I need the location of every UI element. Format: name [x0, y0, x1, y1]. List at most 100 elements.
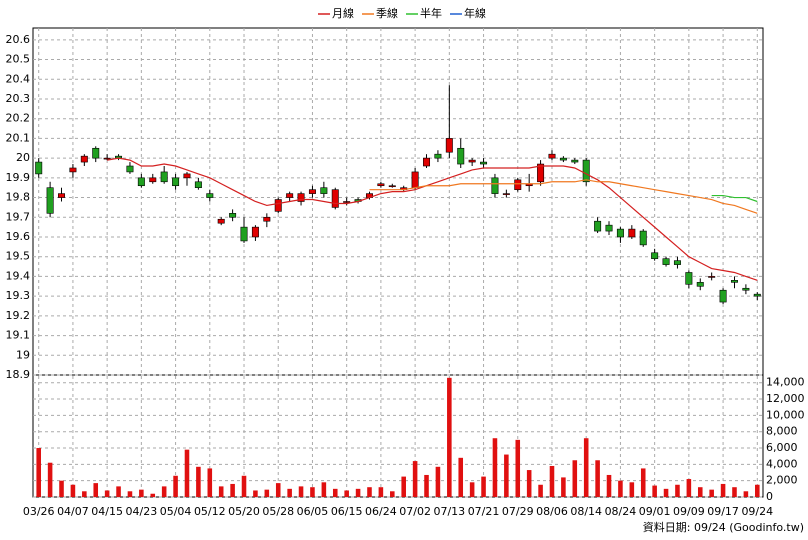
volume-bar [492, 438, 498, 497]
candle-body [571, 159, 579, 163]
volume-bar [583, 438, 589, 497]
candle-body [742, 287, 750, 291]
candle-body [491, 177, 499, 194]
ma-line [369, 179, 758, 214]
volume-bar [618, 480, 623, 497]
candle-body [628, 228, 636, 238]
volume-tick-label: 14,000 [766, 376, 805, 389]
x-tick-label: 08/06 [536, 505, 568, 518]
candle-body [719, 289, 727, 303]
volume-bar [561, 477, 566, 497]
volume-bar [572, 460, 578, 497]
volume-bar [652, 485, 657, 497]
volume-bar [697, 487, 703, 497]
volume-bar [640, 468, 646, 497]
y-tick-label: 19 [16, 348, 30, 361]
x-tick-label: 07/13 [433, 505, 465, 518]
candle-body [377, 183, 385, 187]
x-tick-label: 04/23 [126, 505, 158, 518]
candle-body [69, 167, 77, 173]
candle-body [514, 179, 522, 190]
volume-bar [526, 470, 532, 497]
candle-body [457, 147, 465, 165]
candle-body [594, 220, 602, 232]
volume-bar [127, 491, 133, 497]
candle-body [685, 272, 693, 285]
candle-body [137, 177, 145, 187]
candle-body [616, 228, 624, 238]
x-tick-label: 04/15 [91, 505, 123, 518]
candle-body [149, 177, 157, 183]
volume-bar [743, 491, 749, 497]
candle-body [251, 226, 259, 238]
x-tick-label: 07/02 [399, 505, 431, 518]
volume-bar [435, 466, 441, 497]
candle-body [263, 216, 271, 222]
volume-bar [218, 486, 224, 497]
volume-bar [275, 483, 281, 497]
volume-bar [686, 479, 692, 497]
volume-bar [401, 476, 406, 497]
candle-body [286, 193, 294, 198]
volume-bar [150, 493, 156, 497]
y-tick-label: 20.4 [6, 72, 31, 85]
volume-tick-label: 10,000 [766, 408, 805, 421]
volume-bar [59, 480, 64, 497]
candle-body [480, 161, 488, 165]
x-tick-label: 06/05 [297, 505, 329, 518]
volume-bar [184, 449, 190, 497]
candle-body [46, 187, 54, 214]
y-tick-label: 19.5 [6, 250, 31, 263]
candle-body [217, 218, 225, 224]
volume-bar [332, 488, 338, 497]
candle-body [696, 282, 704, 287]
volume-bar [504, 454, 509, 497]
candle-body [240, 226, 248, 242]
volume-bar [390, 491, 395, 497]
volume-bar [47, 462, 53, 497]
candle-body [651, 252, 659, 259]
candle-body [343, 201, 351, 203]
x-tick-label: 05/20 [228, 505, 260, 518]
candle-body [308, 189, 316, 194]
candle-body [468, 159, 476, 163]
volume-bar [355, 488, 361, 497]
volume-bar [93, 483, 99, 497]
y-tick-label: 19.7 [6, 210, 31, 223]
volume-tick-label: 8,000 [766, 425, 798, 438]
candle-body [730, 280, 738, 283]
x-tick-label: 03/26 [23, 505, 55, 518]
candle-body [537, 163, 545, 183]
volume-bar [173, 475, 178, 497]
volume-bar [515, 439, 521, 497]
y-tick-label: 19.9 [6, 171, 31, 184]
y-tick-label: 19.1 [6, 329, 31, 342]
volume-bar [595, 460, 600, 497]
volume-bar [732, 487, 737, 497]
y-tick-label: 20 [16, 151, 30, 164]
candle-body [229, 213, 237, 218]
y-tick-label: 20.6 [6, 33, 31, 46]
volume-bar [378, 487, 384, 497]
volume-bar [82, 491, 87, 497]
volume-bar [196, 466, 201, 497]
volume-bar [116, 486, 121, 497]
y-tick-label: 19.8 [6, 191, 31, 204]
volume-bar [139, 489, 144, 497]
volume-bar [447, 377, 452, 497]
volume-bar [675, 484, 680, 497]
candle-body [753, 293, 761, 297]
x-tick-label: 07/21 [468, 505, 500, 518]
x-tick-label: 09/09 [673, 505, 705, 518]
candle-body [411, 171, 419, 188]
volume-bar [230, 483, 235, 497]
candle-body [172, 177, 180, 187]
volume-bar [253, 490, 258, 497]
volume-bar [344, 490, 349, 497]
plot-frame [32, 27, 764, 498]
volume-bar [104, 490, 110, 497]
candle-body [434, 153, 442, 159]
x-tick-label: 08/14 [570, 505, 602, 518]
volume-tick-label: 4,000 [766, 457, 798, 470]
candle-body [605, 224, 613, 232]
